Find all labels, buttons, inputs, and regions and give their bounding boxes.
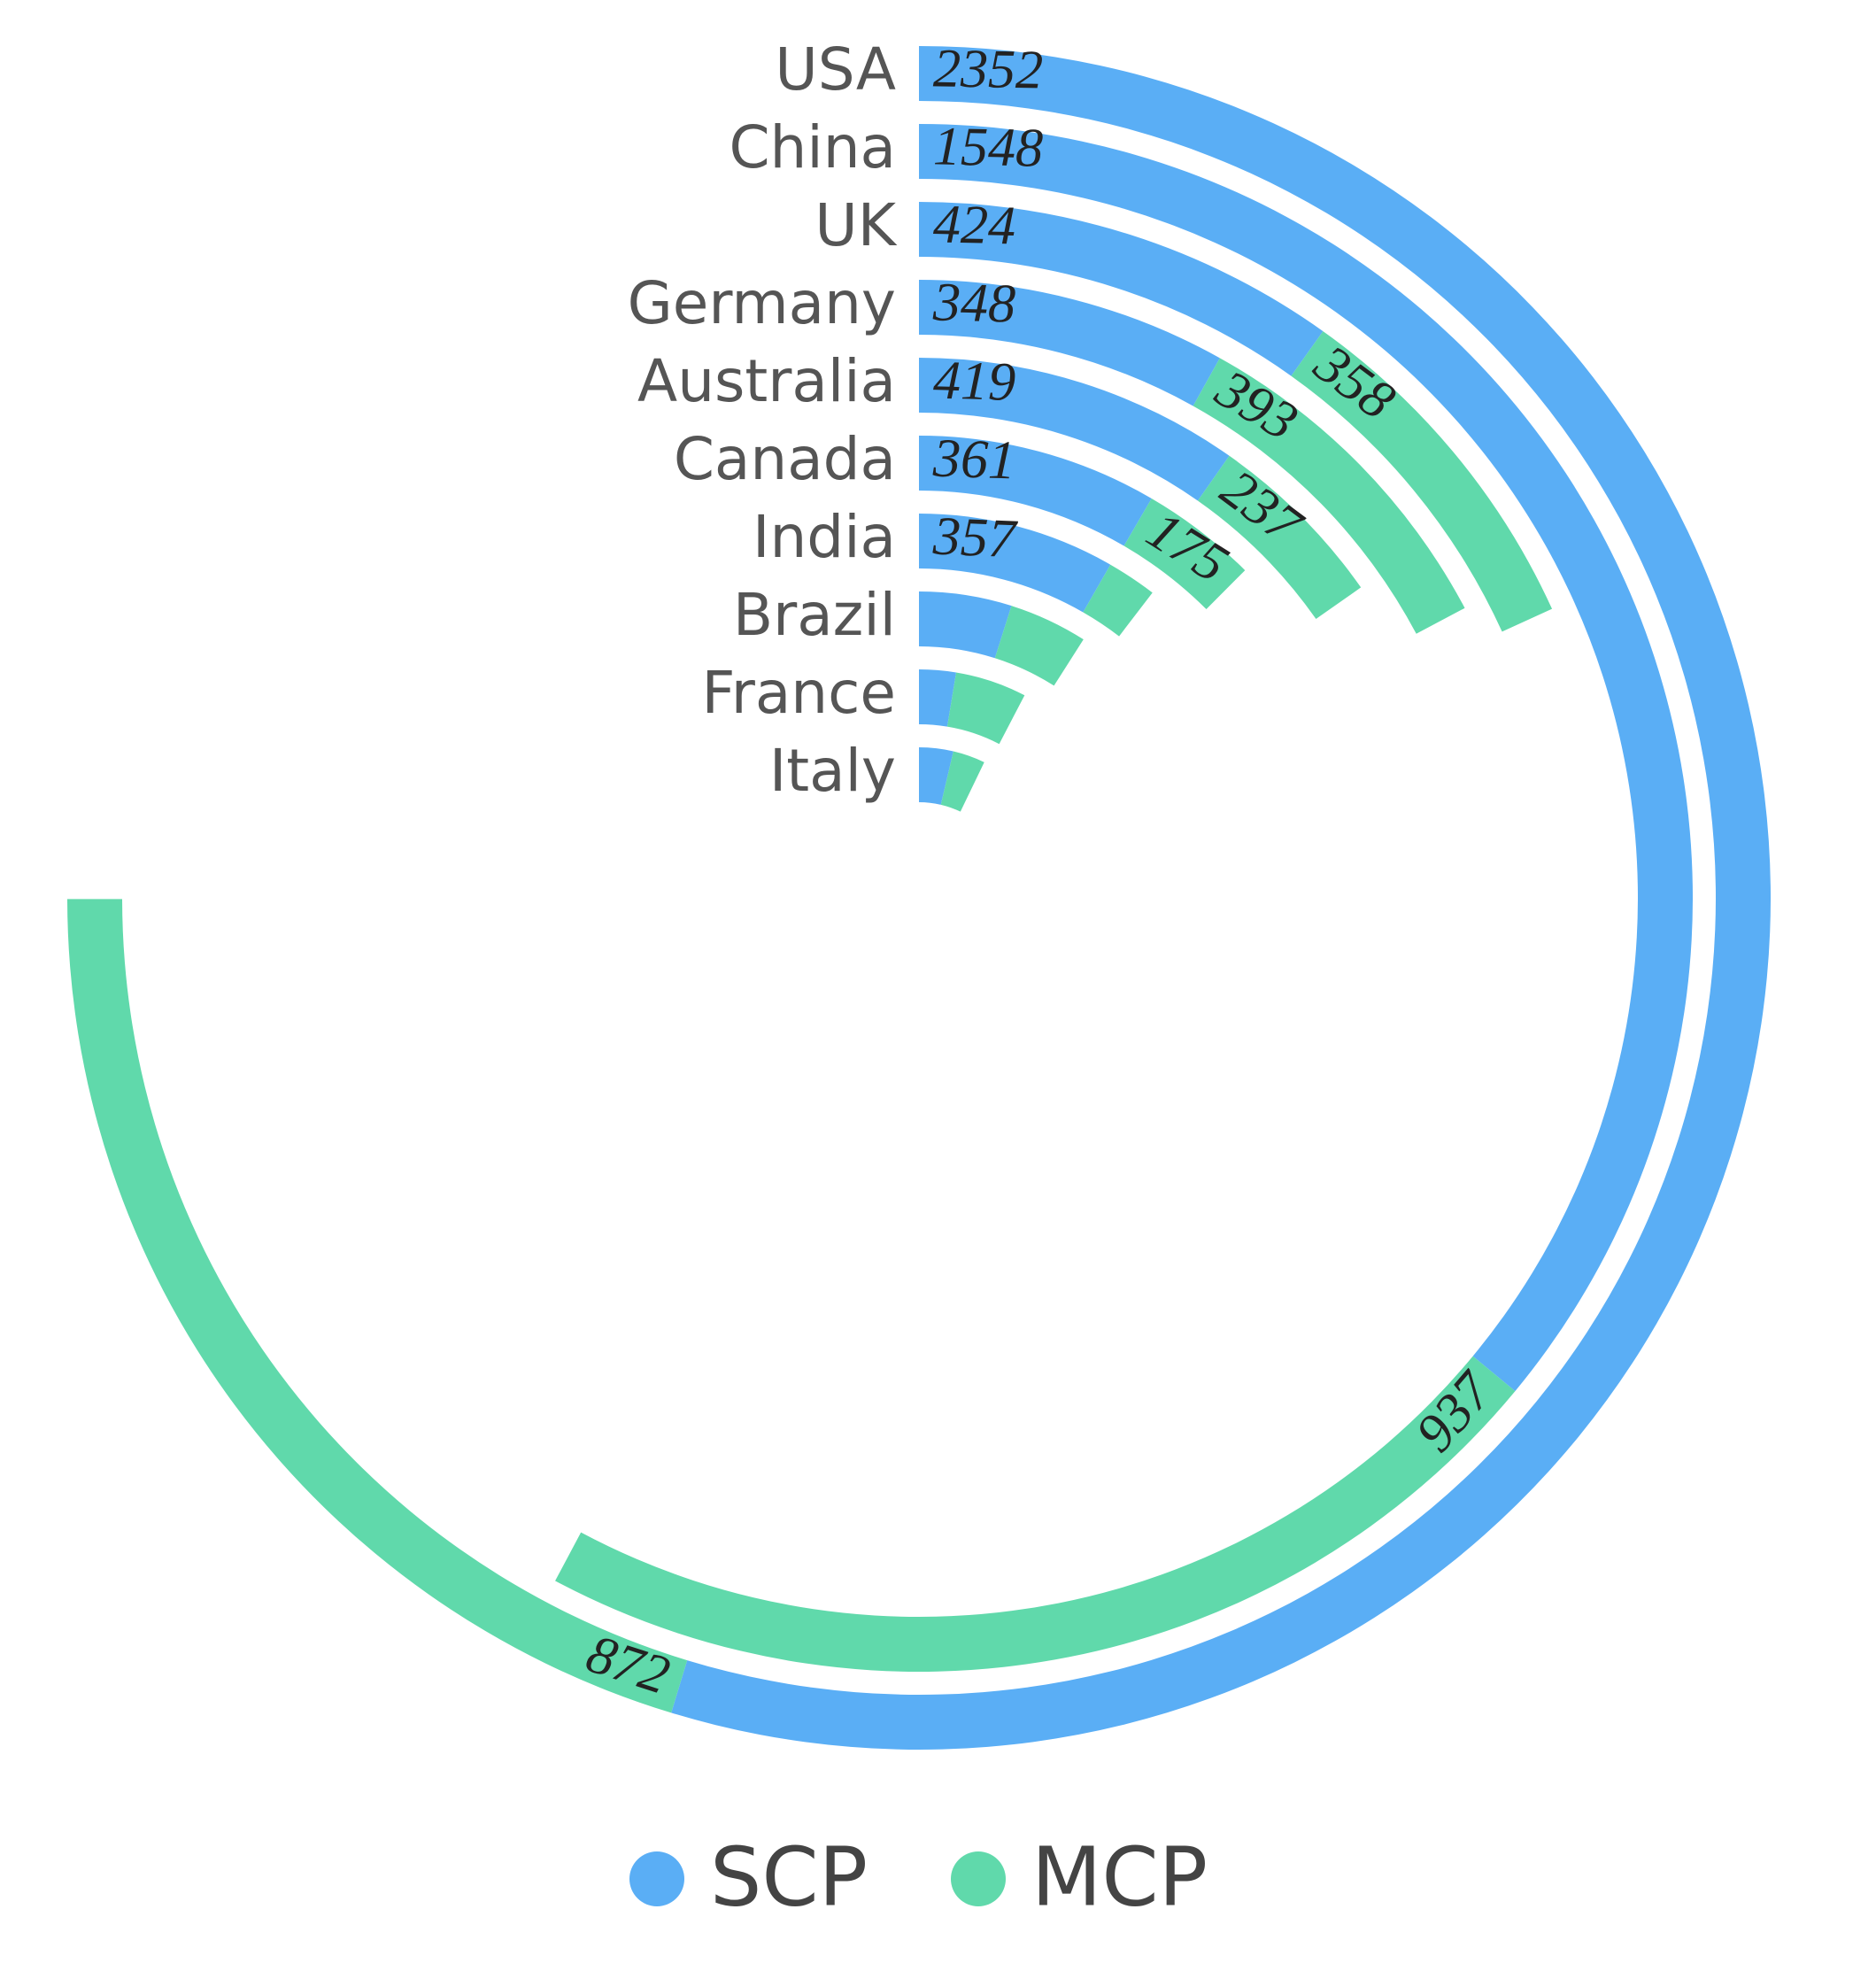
category-label: China — [729, 113, 896, 182]
arc-segment — [919, 280, 1220, 406]
value-label: 348 — [931, 272, 1016, 334]
legend-marker — [951, 1851, 1006, 1906]
category-label: Canada — [674, 425, 896, 493]
arc-segment — [919, 747, 953, 805]
value-label: 357 — [931, 506, 1020, 570]
arc-segment — [919, 669, 957, 727]
value-label: 419 — [932, 350, 1016, 413]
arc-segment — [919, 514, 1111, 613]
value-label: 2352 — [933, 38, 1044, 100]
arc-segment — [919, 202, 1324, 376]
arc-segment — [555, 1356, 1516, 1672]
arc-segment — [919, 358, 1230, 501]
category-label: Germany — [628, 269, 896, 337]
category-label: UK — [814, 191, 897, 259]
value-label: 361 — [931, 428, 1016, 491]
arc-segment — [919, 124, 1693, 1392]
category-label: France — [702, 659, 896, 727]
legend-marker — [629, 1851, 684, 1906]
arc-segment — [946, 672, 1025, 745]
legend-label: MCP — [1031, 1829, 1208, 1924]
arc-segment — [1123, 498, 1246, 610]
category-label: Italy — [769, 737, 896, 805]
arc-segment — [919, 436, 1152, 546]
arc-segment — [67, 899, 688, 1713]
arc-segment — [1197, 455, 1362, 620]
category-label: USA — [775, 35, 896, 104]
value-label: 872 — [580, 1624, 676, 1706]
arc-segment — [1193, 358, 1465, 634]
arc-segment — [994, 606, 1084, 686]
category-label: Brazil — [733, 581, 896, 649]
category-label: India — [753, 503, 896, 571]
value-label: 1548 — [932, 116, 1043, 178]
legend-label: SCP — [710, 1829, 868, 1924]
value-label: 424 — [932, 194, 1015, 256]
arc-segment — [1083, 564, 1153, 637]
arc-segment — [919, 591, 1012, 659]
arc-segment — [1291, 331, 1553, 632]
arc-segment — [940, 751, 984, 812]
category-label: Australia — [637, 347, 896, 415]
